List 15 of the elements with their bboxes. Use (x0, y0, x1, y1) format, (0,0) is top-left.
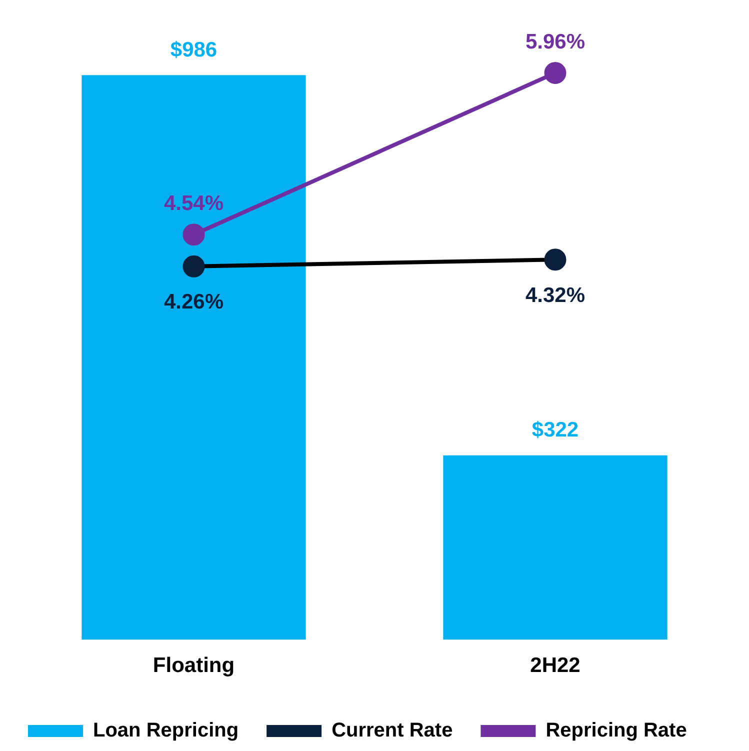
data-label: $986 (170, 38, 218, 62)
legend-label: Current Rate (332, 720, 453, 742)
data-label: 4.54% (164, 192, 224, 215)
point (182, 224, 205, 246)
x-tick-label: Floating (152, 654, 235, 678)
point (544, 248, 566, 271)
legend-label: Loan Repricing (93, 720, 239, 742)
data-label: 5.96% (525, 30, 586, 54)
data-label: 4.26% (164, 290, 224, 314)
point (544, 62, 566, 84)
data-label: 4.32% (525, 284, 586, 307)
x-tick-label: 2H22 (530, 654, 580, 678)
data-label: $322 (532, 418, 579, 442)
legend-label: Repricing Rate (546, 720, 687, 742)
point (182, 255, 205, 278)
